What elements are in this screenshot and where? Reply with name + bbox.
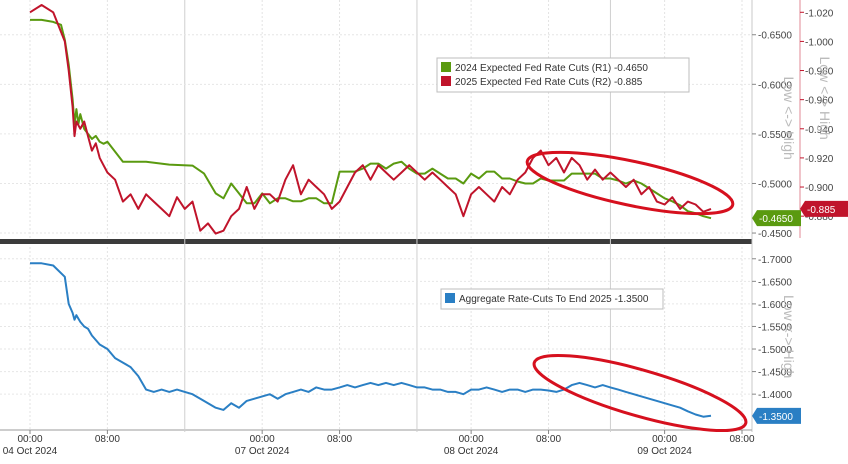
x-day-label: 07 Oct 2024 xyxy=(235,446,290,457)
series-line-0-0 xyxy=(30,18,712,220)
x-day-label: 04 Oct 2024 xyxy=(3,446,58,457)
r1-tick-label: -1.4000 xyxy=(758,390,792,401)
last-value-badge-shape xyxy=(752,407,801,424)
r1-tick-label: -0.6000 xyxy=(758,80,792,91)
x-hour-label: 00:00 xyxy=(17,434,42,445)
x-hour-label: 08:00 xyxy=(327,434,352,445)
r2-tick-label: -1.000 xyxy=(805,37,834,48)
x-hour-label: 00:00 xyxy=(459,434,484,445)
r1-tick-label: -1.4500 xyxy=(758,368,792,379)
last-value-text: -0.885 xyxy=(807,205,836,216)
r1-tick-label: -0.5500 xyxy=(758,130,792,141)
annotations xyxy=(525,150,748,433)
legend-swatch xyxy=(441,76,451,86)
r2-tick-label: -1.020 xyxy=(805,8,834,19)
last-value-text: -1.3500 xyxy=(759,412,793,423)
x-hour-label: 08:00 xyxy=(729,434,754,445)
series-line-0-1 xyxy=(29,4,712,235)
r1-tick-label: -1.6500 xyxy=(758,277,792,288)
r1-tick-label: -0.6500 xyxy=(758,31,792,42)
r2-tick-label: -0.980 xyxy=(805,67,834,78)
last-value-badge-shape xyxy=(800,200,848,217)
legend-entry: 2024 Expected Fed Rate Cuts (R1) -0.4650 xyxy=(455,63,648,74)
time-axis: 00:00 08:00 00:00 08:00 00:00 08:00 00:00 08:00… xyxy=(3,430,755,457)
r1-tick-label: -1.6000 xyxy=(758,300,792,311)
x-hour-label: 00:00 xyxy=(652,434,677,445)
last-value-badge: -0.885 xyxy=(800,200,848,217)
r2-tick-label: -0.880 xyxy=(805,212,834,223)
r1-tick-label: -1.5000 xyxy=(758,345,792,356)
legend-box: Aggregate Rate-Cuts To End 2025 -1.3500 xyxy=(440,288,664,310)
x-hour-label: 08:00 xyxy=(95,434,120,445)
series-line-1-0 xyxy=(30,262,712,418)
legend-swatch xyxy=(441,62,451,72)
legend-box: 2024 Expected Fed Rate Cuts (R1) -0.4650… xyxy=(436,57,690,93)
r2-tick-label: -0.900 xyxy=(805,183,834,194)
last-value-badge-shape xyxy=(752,210,801,227)
last-value-badge: -1.3500 xyxy=(752,407,801,424)
r1-tick-label: -0.4500 xyxy=(758,229,792,240)
r1-tick-label: -0.5000 xyxy=(758,179,792,190)
r1-tick-label: -1.5500 xyxy=(758,322,792,333)
x-hour-label: 00:00 xyxy=(250,434,275,445)
legends: 2024 Expected Fed Rate Cuts (R1) -0.4650… xyxy=(436,57,690,310)
panel-separator xyxy=(0,239,752,244)
series-lines xyxy=(29,4,712,418)
last-value-badge: -0.4650 xyxy=(752,210,801,227)
r2-axis-title: Low <-> High xyxy=(817,57,833,140)
x-day-label: 09 Oct 2024 xyxy=(637,446,692,457)
r1-tick-label: -1.7000 xyxy=(758,255,792,266)
legend-entry: Aggregate Rate-Cuts To End 2025 -1.3500 xyxy=(459,294,649,305)
red-circle-annotation xyxy=(532,353,748,433)
x-hour-label: 08:00 xyxy=(536,434,561,445)
legend-frame xyxy=(436,57,690,93)
legend-entry: 2025 Expected Fed Rate Cuts (R2) -0.885 xyxy=(455,77,643,88)
legend-swatch xyxy=(445,293,455,303)
r2-tick-label: -0.920 xyxy=(805,154,834,165)
r1-axis-title: Low <-> High xyxy=(781,295,797,378)
r2-tick-label: -0.940 xyxy=(805,125,834,136)
r2-tick-label: -0.960 xyxy=(805,96,834,107)
right-axes: -0.4500 -0.5000 -0.5500 -0.6000 -0.6500 Low <… xyxy=(752,0,848,424)
red-circle-annotation xyxy=(525,150,735,216)
x-day-label: 08 Oct 2024 xyxy=(444,446,499,457)
legend-frame xyxy=(440,288,664,310)
r1-axis-title: Low <-> High xyxy=(781,77,797,160)
grid-lines xyxy=(0,0,753,432)
last-value-text: -0.4650 xyxy=(759,214,793,225)
